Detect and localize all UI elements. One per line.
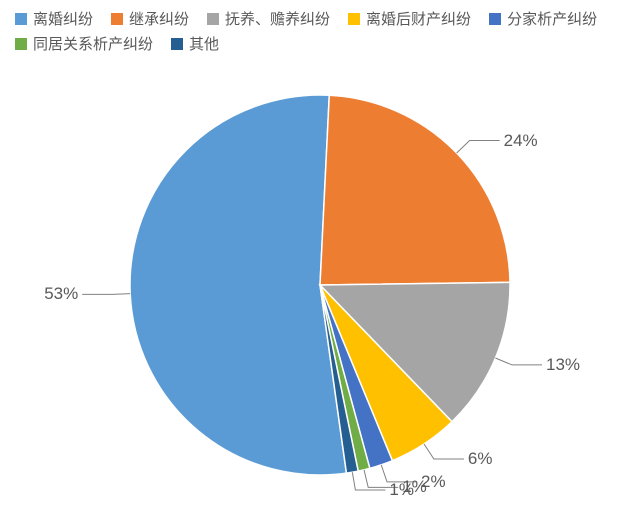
pie-slice bbox=[320, 95, 510, 285]
leader-line bbox=[495, 358, 542, 365]
legend-item: 同居关系析产纠纷 bbox=[15, 33, 153, 54]
legend-swatch bbox=[111, 13, 123, 25]
pie-area: 53%24%13%6%2%1%1% bbox=[0, 60, 640, 530]
leader-line bbox=[457, 141, 500, 154]
legend-swatch bbox=[15, 13, 27, 25]
pie-svg bbox=[0, 60, 640, 530]
legend-item: 离婚纠纷 bbox=[15, 8, 93, 29]
legend-swatch bbox=[348, 13, 360, 25]
slice-label: 53% bbox=[44, 284, 78, 304]
legend-label: 抚养、赡养纠纷 bbox=[225, 8, 330, 29]
leader-line bbox=[424, 444, 464, 459]
slice-label: 6% bbox=[468, 449, 493, 469]
legend-item: 抚养、赡养纠纷 bbox=[207, 8, 330, 29]
legend-label: 离婚后财产纠纷 bbox=[366, 8, 471, 29]
legend-item: 离婚后财产纠纷 bbox=[348, 8, 471, 29]
legend-label: 离婚纠纷 bbox=[33, 8, 93, 29]
legend-item: 分家析产纠纷 bbox=[489, 8, 597, 29]
pie-slice bbox=[130, 95, 346, 475]
leader-line bbox=[82, 294, 130, 295]
legend-item: 其他 bbox=[171, 33, 219, 54]
legend-item: 继承纠纷 bbox=[111, 8, 189, 29]
slice-label: 1% bbox=[389, 480, 414, 500]
legend-swatch bbox=[489, 13, 501, 25]
legend-label: 同居关系析产纠纷 bbox=[33, 33, 153, 54]
slice-label: 13% bbox=[546, 355, 580, 375]
legend-label: 继承纠纷 bbox=[129, 8, 189, 29]
legend: 离婚纠纷 继承纠纷 抚养、赡养纠纷 离婚后财产纠纷 分家析产纠纷同居关系析产纠纷 其他 bbox=[15, 8, 625, 58]
legend-swatch bbox=[207, 13, 219, 25]
legend-swatch bbox=[15, 38, 27, 50]
pie-chart: 离婚纠纷 继承纠纷 抚养、赡养纠纷 离婚后财产纠纷 分家析产纠纷同居关系析产纠纷 其他 5… bbox=[0, 0, 640, 530]
legend-label: 分家析产纠纷 bbox=[507, 8, 597, 29]
legend-swatch bbox=[171, 38, 183, 50]
slice-label: 24% bbox=[504, 131, 538, 151]
legend-label: 其他 bbox=[189, 33, 219, 54]
